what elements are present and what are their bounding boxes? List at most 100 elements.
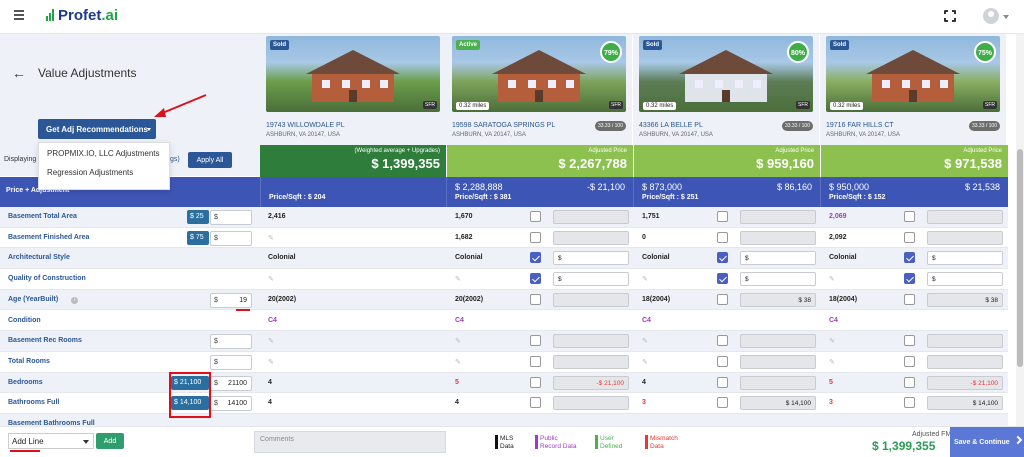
save-continue-button[interactable]: Save & Continue bbox=[950, 427, 1024, 457]
hamburger-menu-icon[interactable] bbox=[14, 10, 24, 20]
chevron-down-icon[interactable] bbox=[1003, 15, 1009, 19]
edit-pencil-icon[interactable]: ✎ bbox=[642, 358, 648, 366]
adjustment-input[interactable]: $21100 bbox=[210, 375, 252, 391]
adjustment-amount[interactable]: -$ 21,100 bbox=[927, 375, 1003, 390]
use-checkbox[interactable] bbox=[904, 335, 915, 347]
dropdown-item-propmix[interactable]: PROPMIX.IO, LLC Adjustments bbox=[47, 149, 160, 158]
edit-pencil-icon[interactable]: ✎ bbox=[829, 358, 835, 366]
adjustment-amount[interactable]: $ bbox=[927, 272, 1003, 287]
adjustment-amount[interactable] bbox=[740, 354, 816, 369]
adjustment-amount[interactable]: $ bbox=[553, 251, 629, 266]
avatar[interactable] bbox=[983, 8, 999, 24]
adjustment-amount[interactable] bbox=[927, 210, 1003, 224]
use-checkbox[interactable] bbox=[530, 252, 541, 264]
edit-pencil-icon[interactable]: ✎ bbox=[268, 338, 274, 346]
edit-pencil-icon[interactable]: ✎ bbox=[455, 358, 461, 366]
edit-pencil-icon[interactable]: ✎ bbox=[642, 276, 648, 284]
use-checkbox[interactable] bbox=[530, 335, 541, 347]
use-checkbox[interactable] bbox=[717, 231, 728, 243]
use-checkbox[interactable] bbox=[530, 376, 541, 388]
house-photo[interactable]: Sold 75% 0.32 miles SFR bbox=[826, 36, 1000, 112]
adjustment-amount[interactable]: $ 38 bbox=[927, 292, 1003, 307]
adjustment-amount[interactable] bbox=[553, 230, 629, 245]
edit-pencil-icon[interactable]: ✎ bbox=[642, 338, 648, 346]
use-checkbox[interactable] bbox=[530, 293, 541, 305]
comp-address-link[interactable]: 43366 LA BELLE PL bbox=[639, 122, 703, 129]
adjustment-amount[interactable]: $ bbox=[740, 272, 816, 287]
use-checkbox[interactable] bbox=[717, 252, 728, 264]
info-icon[interactable]: i bbox=[71, 296, 78, 304]
apply-all-button[interactable]: Apply All bbox=[188, 152, 232, 168]
edit-pencil-icon[interactable]: ✎ bbox=[268, 234, 274, 242]
adjustment-input[interactable]: $ bbox=[210, 354, 252, 370]
comp-address-link[interactable]: 19743 WILLOWDALE PL bbox=[266, 122, 345, 129]
adjustment-rate-chip[interactable]: $ 14,100 bbox=[171, 396, 209, 411]
edit-pencil-icon[interactable]: ✎ bbox=[455, 276, 461, 284]
adjustment-amount[interactable] bbox=[553, 396, 629, 411]
adjustment-amount[interactable]: $ bbox=[553, 272, 629, 287]
adjustment-amount[interactable]: $ bbox=[927, 251, 1003, 266]
adjustment-amount[interactable] bbox=[553, 210, 629, 224]
get-adj-recommendations-button[interactable]: Get Adj Recommendations bbox=[38, 119, 156, 139]
arrow-left-icon[interactable]: ← bbox=[12, 65, 26, 81]
use-checkbox[interactable] bbox=[904, 211, 915, 222]
use-checkbox[interactable] bbox=[717, 335, 728, 347]
use-checkbox[interactable] bbox=[530, 397, 541, 409]
edit-pencil-icon[interactable]: ✎ bbox=[455, 338, 461, 346]
adjustment-amount[interactable]: $ bbox=[740, 251, 816, 266]
use-checkbox[interactable] bbox=[530, 211, 541, 222]
dropdown-item-regression[interactable]: Regression Adjustments bbox=[47, 168, 134, 177]
scrollbar-thumb[interactable] bbox=[1017, 149, 1023, 367]
adjustment-amount[interactable] bbox=[927, 334, 1003, 349]
app-logo[interactable]: Profet.ai bbox=[46, 7, 118, 24]
adjustment-rate-chip[interactable]: $ 25 bbox=[187, 210, 209, 224]
adjustment-amount[interactable] bbox=[740, 375, 816, 390]
adjustment-input[interactable]: $14100 bbox=[210, 396, 252, 412]
use-checkbox[interactable] bbox=[717, 376, 728, 388]
vertical-scrollbar[interactable] bbox=[1016, 34, 1024, 426]
adjustment-input[interactable]: $ bbox=[210, 210, 252, 225]
use-checkbox[interactable] bbox=[717, 273, 728, 285]
add-line-select[interactable]: Add Line bbox=[8, 433, 94, 449]
adjustment-amount[interactable] bbox=[927, 230, 1003, 245]
adjustment-amount[interactable] bbox=[740, 230, 816, 245]
house-photo[interactable]: Sold 80% 0.32 miles SFR bbox=[639, 36, 813, 112]
adjustment-amount[interactable] bbox=[553, 292, 629, 307]
use-checkbox[interactable] bbox=[530, 355, 541, 367]
comp-address-link[interactable]: 19716 FAR HILLS CT bbox=[826, 122, 894, 129]
adjustment-amount[interactable] bbox=[927, 354, 1003, 369]
use-checkbox[interactable] bbox=[904, 293, 915, 305]
use-checkbox[interactable] bbox=[717, 355, 728, 367]
comments-input[interactable]: Comments bbox=[254, 431, 446, 453]
comp-address-link[interactable]: 19598 SARATOGA SPRINGS PL bbox=[452, 122, 556, 129]
adjustment-input[interactable]: $ bbox=[210, 230, 252, 246]
adjustment-amount[interactable] bbox=[553, 354, 629, 369]
use-checkbox[interactable] bbox=[904, 273, 915, 285]
fullscreen-icon[interactable] bbox=[943, 9, 957, 23]
use-checkbox[interactable] bbox=[530, 273, 541, 285]
edit-pencil-icon[interactable]: ✎ bbox=[829, 276, 835, 284]
adjustment-amount[interactable]: $ 14,100 bbox=[927, 396, 1003, 411]
edit-pencil-icon[interactable]: ✎ bbox=[268, 276, 274, 284]
adjustment-amount[interactable]: $ 38 bbox=[740, 292, 816, 307]
adjustment-amount[interactable] bbox=[740, 334, 816, 349]
use-checkbox[interactable] bbox=[904, 355, 915, 367]
use-checkbox[interactable] bbox=[904, 252, 915, 264]
use-checkbox[interactable] bbox=[717, 211, 728, 222]
adjustment-input[interactable]: $19 bbox=[210, 292, 252, 308]
use-checkbox[interactable] bbox=[717, 293, 728, 305]
adjustment-amount[interactable] bbox=[740, 210, 816, 224]
adjustment-amount[interactable]: -$ 21,100 bbox=[553, 375, 629, 390]
use-checkbox[interactable] bbox=[530, 231, 541, 243]
edit-pencil-icon[interactable]: ✎ bbox=[268, 358, 274, 366]
edit-pencil-icon[interactable]: ✎ bbox=[829, 338, 835, 346]
house-photo[interactable]: Active 79% 0.32 miles SFR bbox=[452, 36, 626, 112]
adjustment-input[interactable]: $ bbox=[210, 334, 252, 350]
use-checkbox[interactable] bbox=[904, 231, 915, 243]
add-button[interactable]: Add bbox=[96, 433, 124, 449]
adjustment-rate-chip[interactable]: $ 21,100 bbox=[171, 375, 209, 390]
use-checkbox[interactable] bbox=[904, 397, 915, 409]
adjustment-rate-chip[interactable]: $ 75 bbox=[187, 230, 209, 245]
adjustment-amount[interactable]: $ 14,100 bbox=[740, 396, 816, 411]
use-checkbox[interactable] bbox=[904, 376, 915, 388]
